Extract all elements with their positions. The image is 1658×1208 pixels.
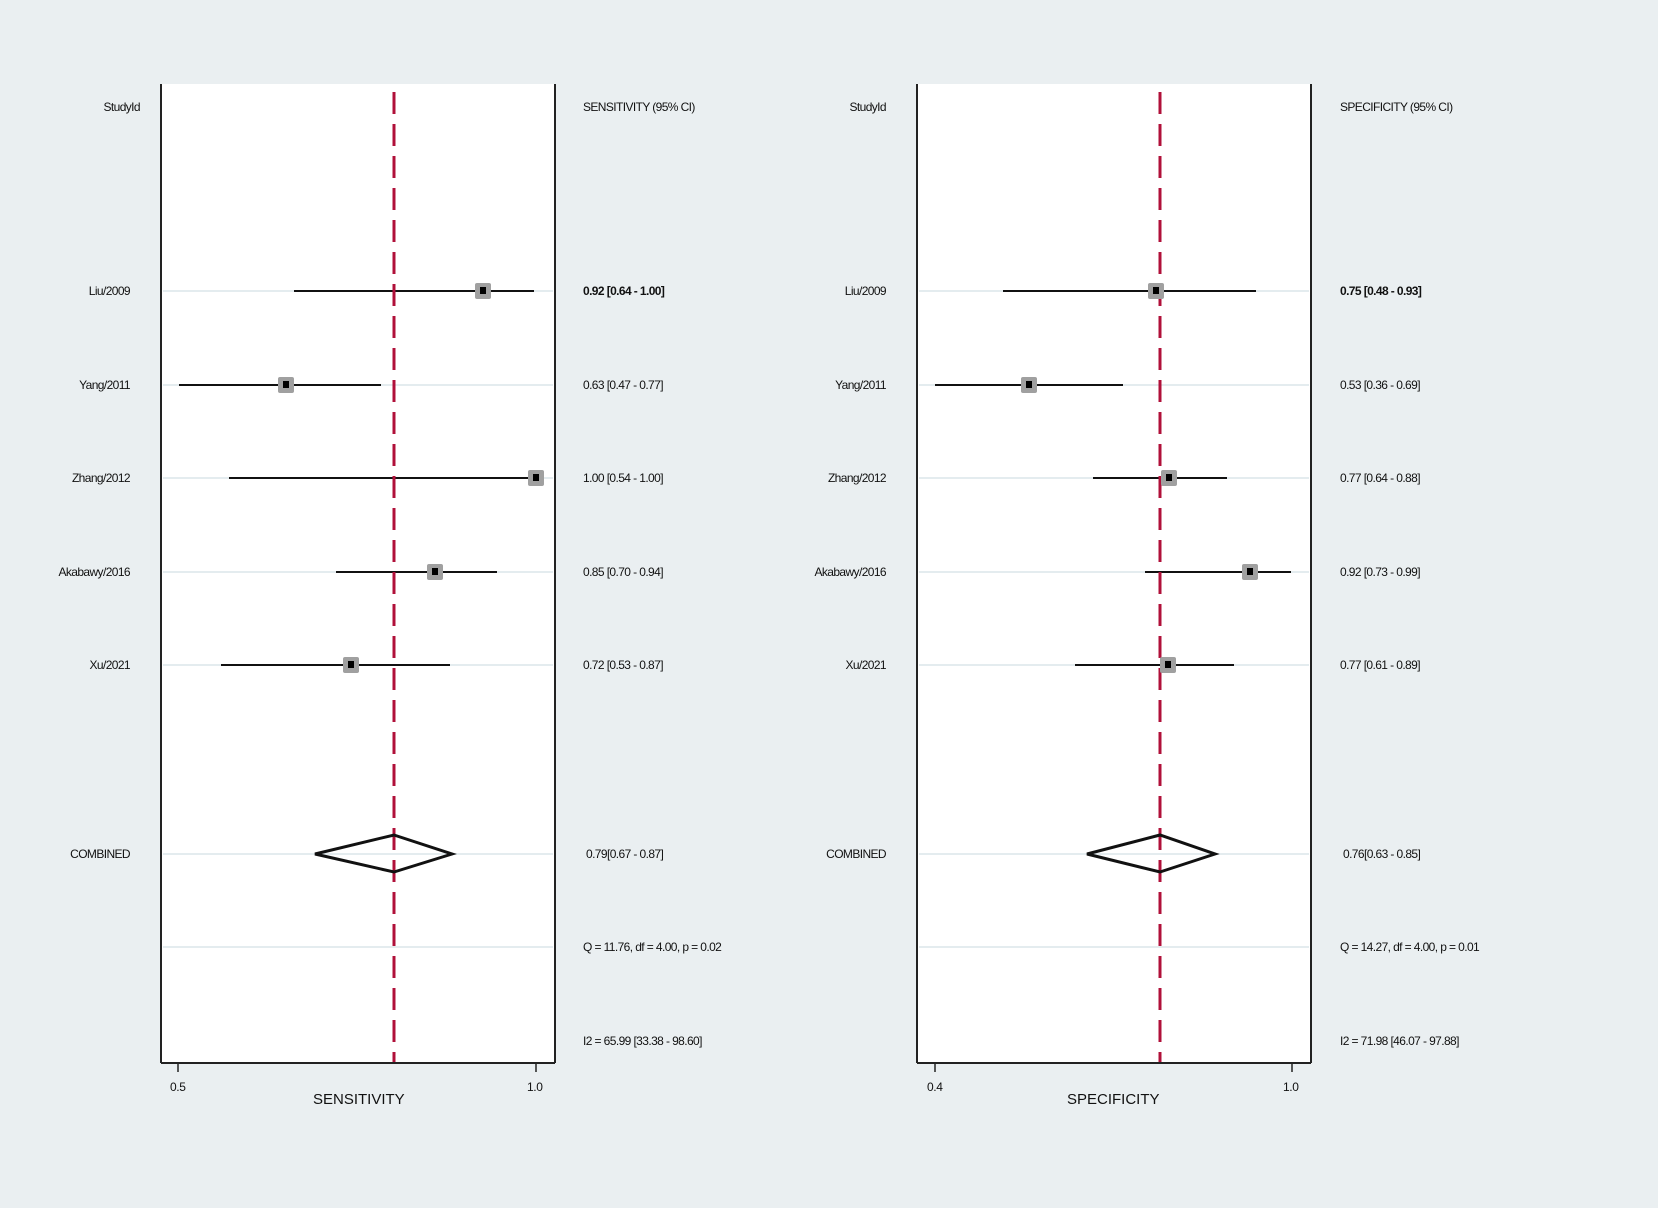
i2-label: I2 = 71.98 [46.07 - 97.88] [1340, 1034, 1459, 1048]
estimate-label: 0.72 [0.53 - 0.87] [583, 658, 664, 672]
combined-label: COMBINED [70, 847, 130, 861]
combined-estimate-label: 0.76[0.63 - 0.85] [1343, 847, 1421, 861]
combined-label: COMBINED [826, 847, 886, 861]
study-label: Xu/2021 [845, 658, 886, 672]
study-label: Liu/2009 [844, 284, 887, 298]
combined-estimate-label: 0.79[0.67 - 0.87] [586, 847, 664, 861]
estimate-column-header: SPECIFICITY (95% CI) [1340, 100, 1453, 114]
x-axis-title: SPECIFICITY [1067, 1091, 1160, 1108]
study-label: Yang/2011 [79, 378, 130, 392]
combined-diamond [1086, 833, 1220, 874]
ci-lines [179, 290, 536, 666]
study-column-header: StudyId [849, 100, 887, 114]
x-tick-label: 0.4 [927, 1080, 943, 1094]
estimate-column-header: SENSITIVITY (95% CI) [583, 100, 695, 114]
x-tick-label: 0.5 [170, 1080, 186, 1094]
i2-label: I2 = 65.99 [33.38 - 98.60] [583, 1034, 702, 1048]
heterogeneity-label: Q = 11.76, df = 4.00, p = 0.02 [583, 940, 722, 954]
estimate-label: 0.77 [0.64 - 0.88] [1340, 471, 1421, 485]
study-label: Yang/2011 [835, 378, 886, 392]
estimate-label: 0.63 [0.47 - 0.77] [583, 378, 664, 392]
study-label: Liu/2009 [88, 284, 131, 298]
study-markers [1021, 283, 1258, 673]
study-column-header: StudyId [103, 100, 141, 114]
x-tick-label: 1.0 [1283, 1080, 1299, 1094]
estimate-label: 0.77 [0.61 - 0.89] [1340, 658, 1421, 672]
estimate-label: 0.85 [0.70 - 0.94] [583, 565, 664, 579]
estimate-label: 0.92 [0.64 - 1.00] [583, 284, 665, 298]
study-label: Akabawy/2016 [58, 565, 130, 579]
estimate-label: 0.75 [0.48 - 0.93] [1340, 284, 1422, 298]
study-markers [278, 283, 544, 673]
estimate-label: 0.92 [0.73 - 0.99] [1340, 565, 1421, 579]
estimate-label: 0.53 [0.36 - 0.69] [1340, 378, 1421, 392]
study-label: Zhang/2012 [71, 471, 131, 485]
estimate-label: 1.00 [0.54 - 1.00] [583, 471, 664, 485]
x-axis-title: SENSITIVITY [313, 1091, 405, 1108]
study-label: Akabawy/2016 [814, 565, 886, 579]
study-label: Zhang/2012 [827, 471, 887, 485]
x-tick-label: 1.0 [527, 1080, 543, 1094]
heterogeneity-label: Q = 14.27, df = 4.00, p = 0.01 [1340, 940, 1480, 954]
combined-diamond [314, 833, 457, 874]
study-label: Xu/2021 [89, 658, 130, 672]
